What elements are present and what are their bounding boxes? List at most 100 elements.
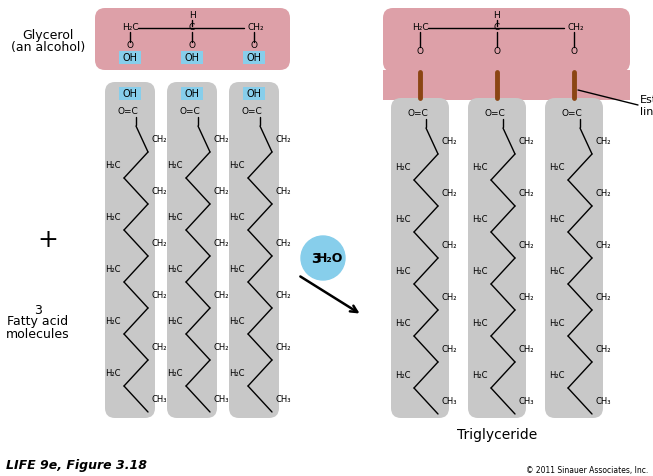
FancyBboxPatch shape [167, 82, 217, 418]
Text: CH₂: CH₂ [596, 188, 611, 198]
Text: CH₂: CH₂ [518, 188, 534, 198]
Text: CH₂: CH₂ [518, 137, 534, 146]
Text: CH₂: CH₂ [276, 238, 291, 248]
Text: H₂C: H₂C [105, 265, 121, 274]
Text: CH₂: CH₂ [214, 135, 229, 143]
Text: CH₂: CH₂ [596, 240, 611, 249]
Text: H₂C: H₂C [167, 212, 183, 221]
Text: O: O [189, 41, 195, 50]
Text: 3: 3 [34, 304, 42, 317]
Text: H₂C: H₂C [549, 162, 565, 171]
Text: Triglyceride: Triglyceride [457, 428, 537, 442]
Text: H₂C: H₂C [105, 160, 121, 169]
Text: CH₂: CH₂ [151, 135, 167, 143]
Text: (an alcohol): (an alcohol) [11, 40, 85, 53]
Text: CH₂: CH₂ [441, 292, 456, 301]
Text: CH₂: CH₂ [441, 240, 456, 249]
Text: © 2011 Sinauer Associates, Inc.: © 2011 Sinauer Associates, Inc. [526, 466, 648, 475]
Text: CH₂: CH₂ [214, 187, 229, 196]
Text: molecules: molecules [6, 327, 70, 340]
Text: H₂C: H₂C [105, 317, 121, 326]
Bar [181, 87, 203, 100]
Text: O: O [251, 41, 257, 50]
Text: H₂C: H₂C [549, 215, 565, 224]
Text: H₂C: H₂C [395, 215, 411, 224]
Text: H₂C: H₂C [472, 162, 488, 171]
Text: 3: 3 [311, 252, 321, 266]
Text: CH₃: CH₃ [518, 397, 534, 406]
FancyBboxPatch shape [468, 98, 526, 418]
Bar [383, 70, 630, 100]
Text: O=C: O=C [242, 108, 263, 117]
Text: O=C: O=C [118, 108, 138, 117]
Text: CH₂: CH₂ [247, 23, 264, 32]
Text: CH₂: CH₂ [214, 238, 229, 248]
Text: Fatty acid: Fatty acid [7, 316, 69, 328]
Text: H₂C: H₂C [229, 317, 245, 326]
Text: CH₂: CH₂ [596, 137, 611, 146]
Bar [119, 51, 141, 64]
Text: CH₂: CH₂ [441, 137, 456, 146]
Text: H₂C: H₂C [105, 368, 121, 377]
Text: H₂C: H₂C [395, 318, 411, 327]
Text: CH₂: CH₂ [596, 345, 611, 354]
Text: CH₂: CH₂ [276, 187, 291, 196]
Text: O=C: O=C [562, 109, 582, 119]
Text: H: H [494, 11, 500, 20]
Text: H₂C: H₂C [167, 265, 183, 274]
Text: CH₃: CH₃ [596, 397, 611, 406]
Bar [119, 87, 141, 100]
Text: H₂C: H₂C [229, 212, 245, 221]
Text: H: H [189, 11, 195, 20]
Text: CH₂: CH₂ [518, 292, 534, 301]
Text: OH: OH [123, 89, 138, 99]
Text: O: O [417, 48, 424, 57]
FancyBboxPatch shape [229, 82, 279, 418]
Text: H₂C: H₂C [472, 215, 488, 224]
Text: H₂C: H₂C [105, 212, 121, 221]
Text: CH₂: CH₂ [518, 240, 534, 249]
Text: H₂C: H₂C [411, 23, 428, 32]
Text: H₂C: H₂C [549, 318, 565, 327]
Text: CH₂: CH₂ [151, 290, 167, 299]
FancyBboxPatch shape [391, 98, 449, 418]
FancyBboxPatch shape [105, 82, 155, 418]
Bar [243, 51, 265, 64]
Text: OH: OH [123, 53, 138, 63]
Text: H₂C: H₂C [121, 23, 138, 32]
Text: OH: OH [246, 89, 261, 99]
Text: H₂C: H₂C [167, 317, 183, 326]
Text: CH₂: CH₂ [441, 188, 456, 198]
Text: C: C [189, 23, 195, 32]
Text: LIFE 9e, Figure 3.18: LIFE 9e, Figure 3.18 [6, 458, 147, 472]
Text: Ester: Ester [640, 95, 653, 105]
Text: O: O [494, 48, 500, 57]
Text: H₂C: H₂C [472, 318, 488, 327]
Text: H₂C: H₂C [167, 368, 183, 377]
Text: Glycerol: Glycerol [22, 29, 74, 41]
Text: CH₂: CH₂ [214, 290, 229, 299]
Text: H₂C: H₂C [395, 370, 411, 379]
Text: H₂C: H₂C [472, 267, 488, 276]
Text: CH₂: CH₂ [596, 292, 611, 301]
FancyBboxPatch shape [95, 8, 290, 70]
Text: CH₃: CH₃ [151, 395, 167, 404]
Text: H₂C: H₂C [229, 265, 245, 274]
Text: CH₂: CH₂ [441, 345, 456, 354]
Text: O: O [127, 41, 133, 50]
Text: O=C: O=C [407, 109, 428, 119]
Text: O=C: O=C [180, 108, 200, 117]
Text: H₂C: H₂C [395, 267, 411, 276]
Text: CH₂: CH₂ [151, 187, 167, 196]
Text: H₂O: H₂O [317, 252, 343, 266]
Text: H₂C: H₂C [229, 160, 245, 169]
Text: C: C [494, 23, 500, 32]
Text: CH₃: CH₃ [441, 397, 456, 406]
Text: CH₂: CH₂ [214, 343, 229, 351]
Text: linkage: linkage [640, 107, 653, 117]
Text: H₂C: H₂C [472, 370, 488, 379]
Text: CH₃: CH₃ [276, 395, 291, 404]
FancyBboxPatch shape [383, 8, 630, 72]
Text: O: O [571, 48, 577, 57]
Text: +: + [38, 228, 58, 252]
